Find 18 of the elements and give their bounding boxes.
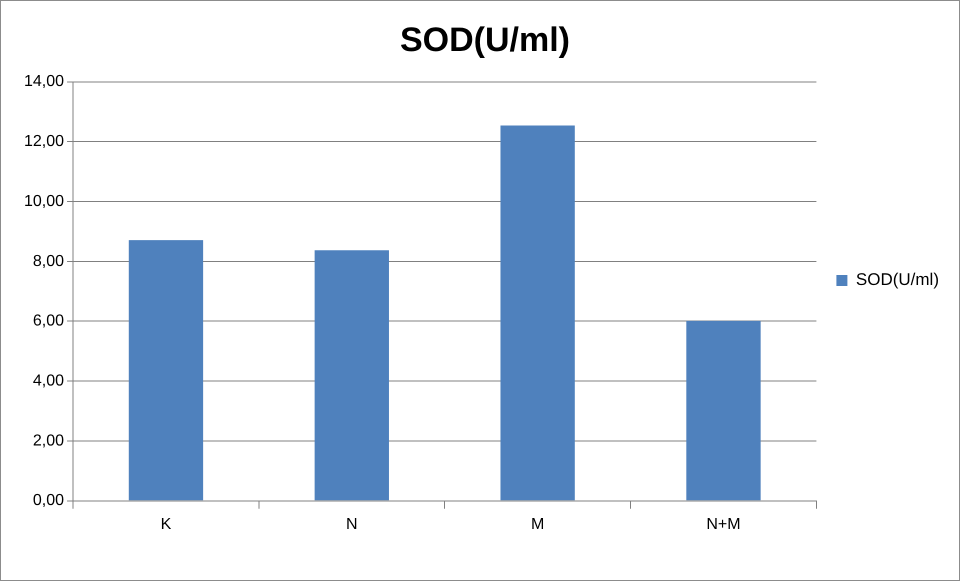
y-tick-label: 4,00: [32, 372, 64, 390]
y-tick-label: 0,00: [32, 492, 64, 510]
y-tick-label: 10,00: [24, 192, 64, 210]
chart-title: SOD(U/ml): [400, 20, 570, 59]
bar: [686, 320, 761, 500]
x-tick-label: K: [160, 516, 172, 533]
y-tick-label: 2,00: [32, 432, 64, 450]
x-tick-label: M: [530, 516, 544, 533]
bar: [500, 125, 575, 500]
bar: [128, 240, 204, 500]
y-tick-label: 8,00: [32, 252, 64, 270]
x-tick-label: N+M: [706, 516, 741, 533]
x-tick-label: N: [346, 516, 358, 533]
y-tick-label: 12,00: [24, 133, 64, 150]
y-tick-label: 6,00: [32, 312, 64, 330]
legend-label: SOD(U/ml): [856, 270, 940, 290]
bar: [314, 250, 389, 500]
y-tick-label: 14,00: [24, 73, 64, 90]
